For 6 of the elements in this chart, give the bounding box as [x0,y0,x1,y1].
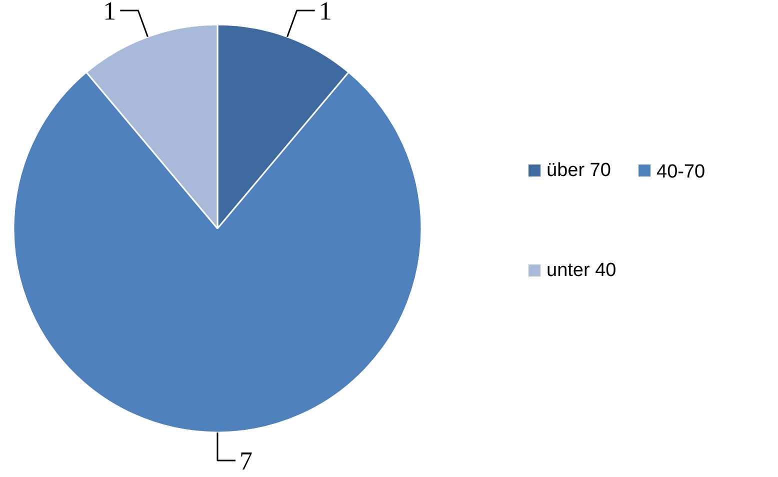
data-label: 7 [240,446,252,476]
legend-label: über 70 [546,160,611,181]
data-label: 1 [318,0,332,26]
data-label: 1 [103,0,116,26]
legend-label: 40-70 [656,162,706,182]
legend-label: unter 40 [546,260,616,281]
